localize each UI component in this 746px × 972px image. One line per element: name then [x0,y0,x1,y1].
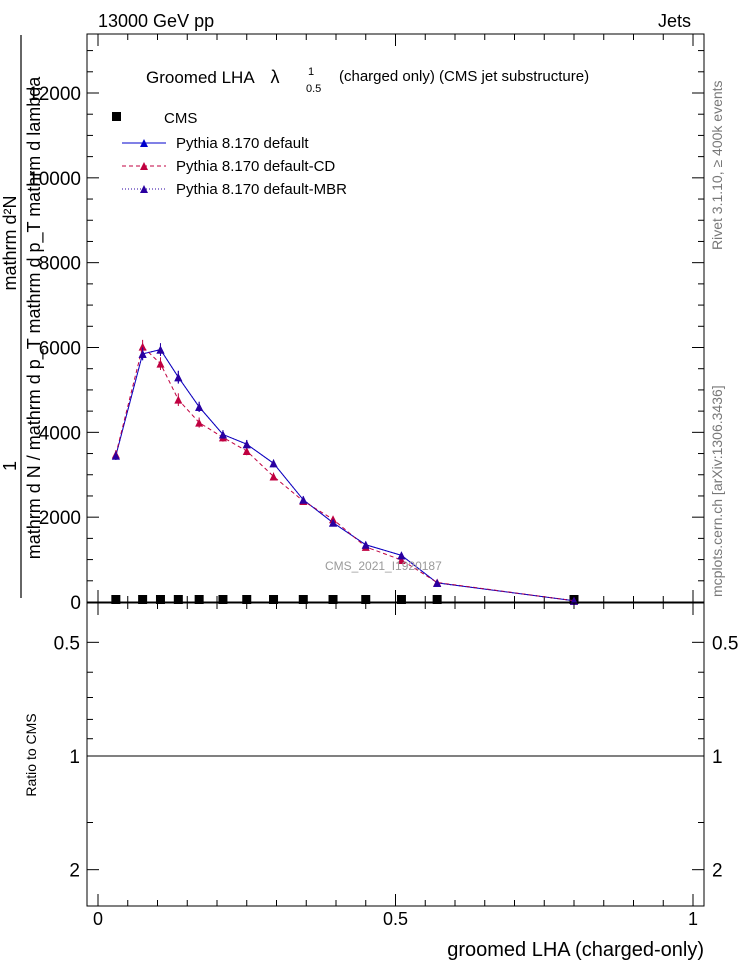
ratio-y-ticks: 0.5 0.5 1 1 2 2 [54,633,739,881]
y-label-denominator: mathrm d N / mathrm d p_T mathrm d p_T m… [24,76,45,559]
series-point [111,451,120,460]
ratio-y-tick-label-right: 2 [712,861,723,882]
legend-label-cd: Pythia 8.170 default-CD [176,158,335,175]
legend-marker-default [140,139,148,147]
legend-marker-mbr [140,185,148,193]
series-point [397,556,406,565]
series-point [195,402,204,411]
cms-point [194,595,204,604]
cms-point [242,595,252,604]
main-panel: 0 2000 4000 6000 8000 10000 12000 Groomed LHA … [0,33,705,614]
cms-point [269,595,279,604]
main-y-tick-label: 8000 [39,254,81,275]
plot-title-tail: (charged only) (CMS jet substructure) [339,68,589,85]
ratio-y-tick-label: 2 [69,861,80,882]
plot-title-symbol: λ [270,67,279,87]
main-y-tick-label: 10000 [28,169,81,190]
series-point [397,551,406,560]
series-point [174,373,183,382]
series-point [269,459,278,468]
mcplots-label: mcplots.cern.ch [arXiv:1306.3436] [709,385,725,597]
series-point [329,518,338,527]
plot-title-sup: 1 [308,66,314,78]
main-series [111,339,579,605]
main-y-tick-label: 12000 [28,84,81,105]
cms-point [361,595,371,604]
x-tick-label: 1 [688,909,698,929]
cms-point [173,595,183,604]
series-line [115,345,575,602]
cms-point [432,595,442,604]
main-y-tick-label: 6000 [39,339,81,360]
y-label-numerator: 1 [0,461,20,471]
plot-title-main: Groomed LHA [146,68,255,87]
series-point [138,342,147,351]
ratio-y-tick-label-right: 1 [712,747,723,768]
series-point [174,395,183,404]
cms-point [155,595,165,604]
series-point [138,349,147,358]
cms-point [111,595,121,604]
series-point [218,430,227,439]
x-tick-label: 0 [93,909,103,929]
main-y-tick-label: 4000 [39,423,81,444]
legend-marker-cd [140,162,148,170]
ratio-x-ticks: 0 0.5 1 [93,603,698,929]
main-y-ticks: 0 2000 4000 6000 8000 10000 12000 [28,50,704,614]
x-tick-label: 0.5 [383,909,408,929]
legend-marker-cms [112,112,121,121]
cms-point [396,595,406,604]
plot-title: Groomed LHA λ [146,67,279,87]
ratio-y-label: Ratio to CMS [23,713,39,796]
series-line [115,349,575,602]
series-point [242,440,251,449]
ratio-y-tick-label: 1 [69,747,80,768]
ratio-panel: 0.5 0.51 12 2 0 0.5 1 Ratio to CMS groomed LH… [23,602,739,961]
cms-point [218,595,228,604]
ratio-frame [86,602,705,907]
series-point [156,345,165,354]
cms-point [328,595,338,604]
rivet-label: Rivet 3.1.10, ≥ 400k events [709,80,725,250]
ratio-y-tick-label-right: 0.5 [712,633,738,654]
main-y-tick-label: 2000 [39,508,81,529]
series-point [433,578,442,587]
header-left: 13000 GeV pp [98,11,214,31]
watermark: CMS_2021_I1920187 [325,559,442,573]
y-label-numerator-expr: mathrm d²N [0,195,20,290]
legend-label-cms: CMS [164,110,197,127]
main-y-tick-label: 0 [70,593,81,614]
x-axis-label: groomed LHA (charged-only) [447,939,704,961]
series-point [361,540,370,549]
series-point [242,446,251,455]
legend: CMS Pythia 8.170 default Pythia 8.170 de… [112,110,347,198]
series-point [195,418,204,427]
series-point [299,495,308,504]
cms-point [298,595,308,604]
cms-point [138,595,148,604]
legend-label-mbr: Pythia 8.170 default-MBR [176,181,347,198]
header-right: Jets [658,11,691,31]
series-point [156,359,165,368]
ratio-y-tick-label: 0.5 [54,633,80,654]
plot-title-sub: 0.5 [306,83,321,95]
series-point [269,472,278,481]
legend-label-default: Pythia 8.170 default [176,135,309,152]
